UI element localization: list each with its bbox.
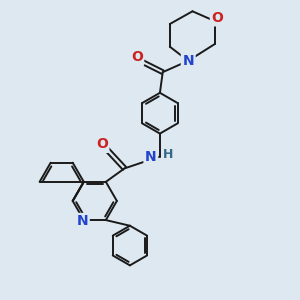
Text: O: O — [212, 11, 223, 25]
Text: N: N — [182, 54, 194, 68]
Text: O: O — [131, 50, 142, 64]
Text: N: N — [76, 214, 88, 229]
Text: O: O — [96, 137, 108, 151]
Text: N: N — [145, 149, 157, 164]
Text: H: H — [163, 148, 173, 161]
